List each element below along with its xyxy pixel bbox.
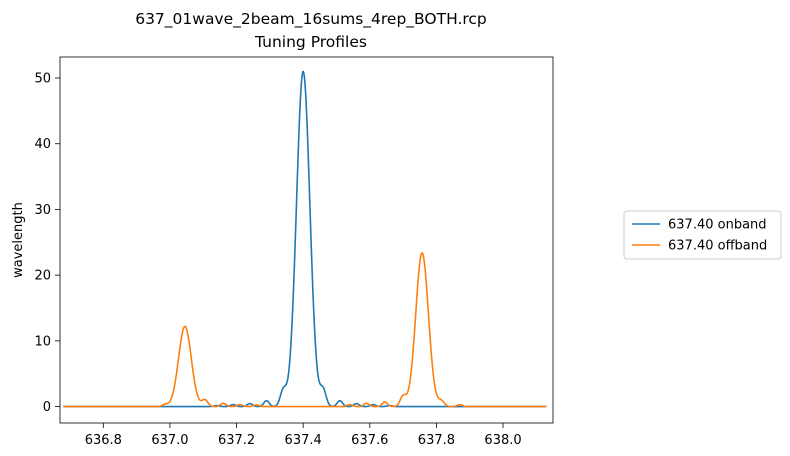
chart-title: 637_01wave_2beam_16sums_4rep_BOTH.rcp <box>135 10 487 29</box>
series-layer <box>62 70 547 408</box>
chart-subtitle: Tuning Profiles <box>254 33 367 51</box>
y-tick-label: 40 <box>34 137 51 152</box>
y-tick-label: 50 <box>34 72 51 87</box>
legend-box <box>623 210 782 260</box>
x-tick-label: 637.0 <box>151 433 188 448</box>
x-tick-label: 637.6 <box>351 433 388 448</box>
x-tick-label: 637.2 <box>218 433 255 448</box>
x-tick-label: 637.8 <box>418 433 455 448</box>
y-axis: 0 10 20 30 40 50 <box>34 72 60 415</box>
y-tick-label: 20 <box>34 269 51 284</box>
legend-label-offband: 637.40 offband <box>668 239 767 254</box>
x-tick-label: 637.4 <box>285 433 322 448</box>
plot-area <box>59 56 554 424</box>
legend-label-onband: 637.40 onband <box>668 218 767 233</box>
x-axis: 636.8 637.0 637.2 637.4 637.6 637.8 638.0 <box>85 423 522 448</box>
x-tick-label: 638.0 <box>484 433 521 448</box>
x-tick-label: 636.8 <box>85 433 122 448</box>
legend: 637.40 onband 637.40 offband <box>623 210 782 260</box>
series-line-offband <box>62 252 547 408</box>
y-axis-label: wavelength <box>11 202 26 278</box>
y-tick-label: 0 <box>43 400 51 415</box>
y-tick-label: 30 <box>34 203 51 218</box>
y-tick-label: 10 <box>34 334 51 349</box>
plot-frame <box>59 56 554 424</box>
